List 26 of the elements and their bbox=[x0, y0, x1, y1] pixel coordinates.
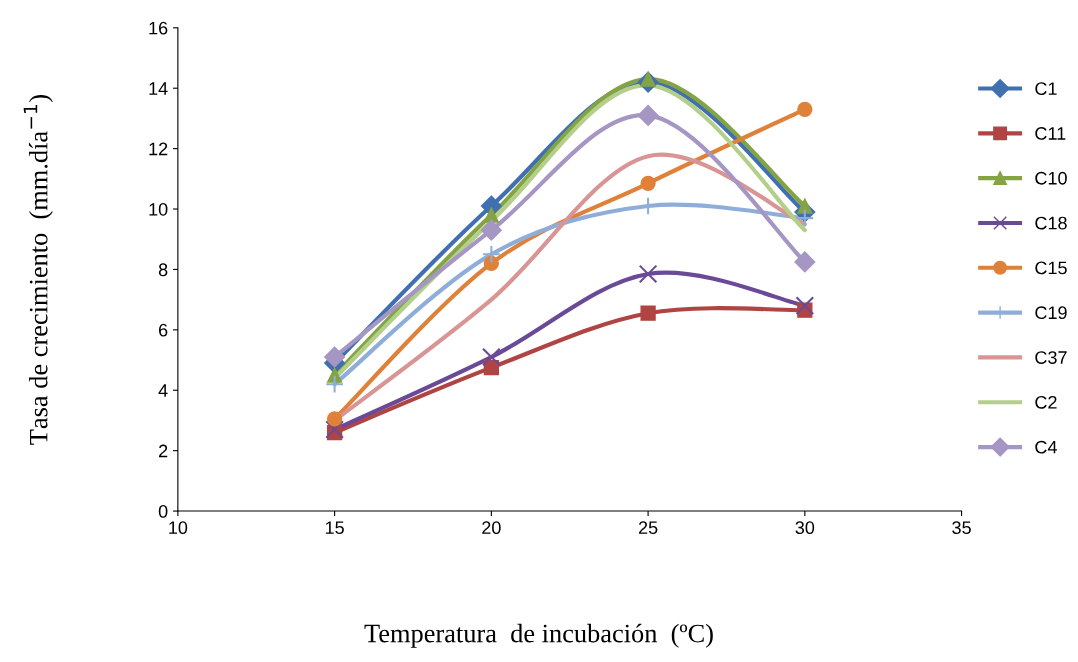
y-tick-label: 2 bbox=[159, 444, 168, 458]
x-tick-label: 30 bbox=[795, 521, 815, 535]
y-tick-label: 0 bbox=[158, 505, 168, 518]
x-tick-label: 10 bbox=[169, 521, 188, 535]
y-tick-label: 4 bbox=[158, 384, 168, 397]
legend-label: C19 bbox=[1035, 306, 1067, 320]
legend-label: C10 bbox=[1035, 171, 1067, 185]
x-axis-title: Temperatura de incubación (ºC) bbox=[364, 623, 713, 648]
y-tick-label: 10 bbox=[149, 202, 168, 216]
legend-label: C2 bbox=[1035, 395, 1057, 409]
y-axis-title: Tasa de crecimiento (mm.día$^{−1}$) bbox=[23, 95, 53, 445]
y-tick-label: 6 bbox=[159, 323, 168, 337]
x-tick-label: 15 bbox=[325, 521, 344, 535]
legend-label: C4 bbox=[1035, 440, 1057, 454]
x-tick-label: 35 bbox=[952, 521, 971, 535]
y-tick-label: 12 bbox=[149, 142, 168, 156]
y-tick-label: 8 bbox=[158, 263, 168, 277]
x-tick-label: 25 bbox=[638, 521, 658, 535]
legend-label: C15 bbox=[1035, 261, 1067, 275]
y-tick-label: 14 bbox=[149, 82, 168, 95]
legend-label: C1 bbox=[1035, 82, 1057, 96]
legend-label: C18 bbox=[1035, 216, 1067, 230]
x-tick-label: 20 bbox=[482, 521, 501, 535]
legend-label: C11 bbox=[1035, 127, 1066, 140]
y-tick-label: 16 bbox=[149, 21, 168, 35]
legend-label: C37 bbox=[1035, 351, 1067, 364]
